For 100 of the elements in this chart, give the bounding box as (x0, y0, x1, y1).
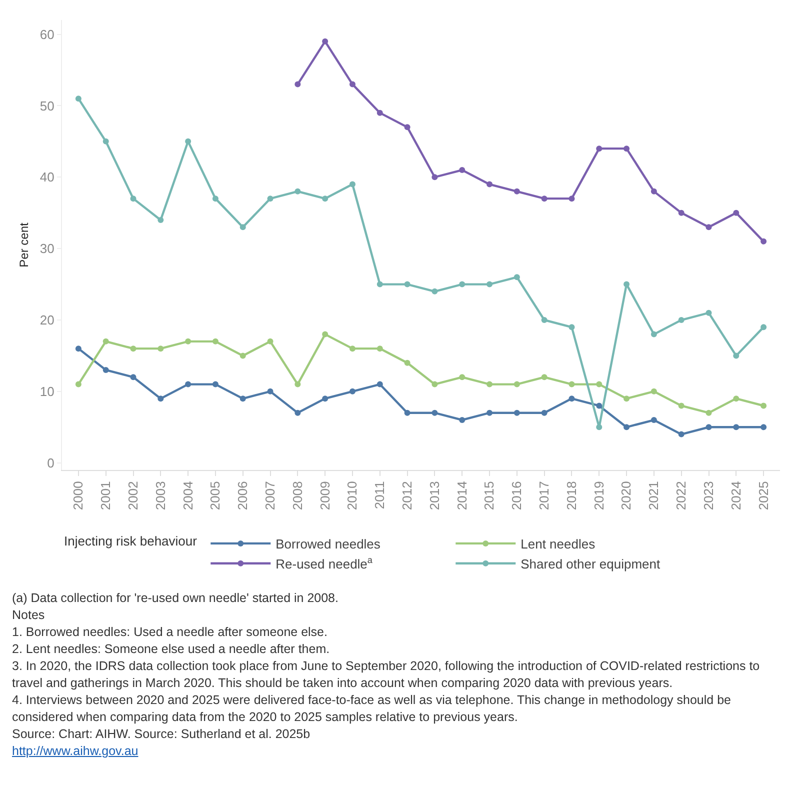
x-tick-label: 2025 (756, 481, 771, 510)
point (75, 96, 82, 102)
point (240, 224, 246, 230)
x-tick-label: 2004 (180, 481, 196, 510)
y-tick-label: 40 (40, 170, 54, 185)
x-tick-label: 2005 (208, 481, 223, 510)
point (267, 196, 274, 202)
legend-label: Shared other equipment (520, 556, 660, 572)
point (568, 381, 575, 388)
point (130, 346, 136, 352)
point (706, 224, 712, 230)
point (650, 188, 657, 194)
y-tick-label: 30 (40, 241, 54, 256)
text: 4. Interviews between 2020 and 2025 were delivered face-to-face as well as via telephone. This change in methodology should be considered when comparing data from the 2020 to 2025 samples relative to previous years. (12, 692, 732, 726)
point (102, 138, 109, 144)
text: http://www.aihw.gov.au (12, 743, 140, 760)
x-tick-label: 2007 (262, 481, 278, 510)
point (760, 238, 767, 244)
text: Notes (12, 607, 46, 624)
x-tick-label: 2012 (400, 481, 415, 510)
x-tick-label: 2021 (646, 481, 662, 510)
x-tick-label: 2003 (152, 481, 168, 510)
point (130, 196, 136, 202)
y-tick-label: 20 (40, 312, 54, 328)
point (376, 110, 383, 116)
y-axis-title: Per cent (17, 222, 31, 268)
point (322, 196, 328, 202)
point (376, 346, 383, 352)
legend-label: Re-used needle$^{a}$ (276, 554, 374, 572)
point (432, 174, 438, 180)
point (130, 374, 136, 380)
point (486, 181, 493, 188)
point (376, 381, 383, 388)
point (404, 360, 410, 366)
legend-label: Borrowed needles (276, 536, 381, 552)
point (706, 424, 712, 430)
x-tick-label: 2001 (98, 481, 114, 510)
point (514, 274, 520, 280)
y-tick-label: 50 (40, 98, 54, 114)
point (459, 167, 466, 173)
point (650, 417, 657, 423)
point (733, 424, 740, 430)
point (158, 346, 164, 352)
y-tick-label: 10 (40, 384, 54, 399)
point (267, 338, 274, 344)
point (432, 381, 438, 388)
point (760, 324, 767, 330)
point (432, 288, 438, 294)
point (514, 410, 520, 416)
point (75, 381, 82, 388)
x-tick-label: 2019 (591, 481, 606, 510)
point (760, 424, 767, 430)
point (650, 331, 657, 338)
point (404, 410, 410, 416)
point (733, 210, 740, 216)
point (459, 417, 466, 423)
point (158, 217, 164, 223)
point (459, 374, 466, 380)
x-tick-label: 2016 (509, 481, 524, 510)
point (596, 424, 602, 430)
x-tick-label: 2010 (344, 481, 360, 510)
point (404, 124, 410, 130)
x-tick-label: 2008 (290, 481, 305, 510)
point (322, 396, 328, 402)
point (75, 346, 82, 352)
point (541, 374, 548, 380)
x-tick-label: 2014 (454, 481, 470, 510)
x-tick-label: 2024 (728, 481, 744, 510)
point (624, 424, 630, 430)
point (541, 317, 548, 323)
point (596, 381, 602, 388)
point (706, 410, 712, 416)
point (212, 196, 218, 202)
point (678, 431, 684, 438)
point (486, 410, 493, 416)
point (486, 381, 493, 388)
point (294, 381, 301, 388)
x-tick-label: 2020 (618, 481, 634, 510)
point (733, 396, 740, 402)
point (158, 396, 164, 402)
x-tick-label: 2013 (426, 481, 442, 510)
source-note: Source: Chart: AIHW. Source: Sutherland et al. 2025b (12, 726, 312, 743)
point (541, 410, 548, 416)
point (185, 381, 192, 388)
point (514, 381, 520, 388)
point (733, 352, 740, 359)
point (102, 367, 109, 373)
x-tick-label: 2022 (674, 481, 689, 510)
point (240, 396, 246, 402)
point (624, 146, 630, 152)
point (678, 317, 684, 323)
point (678, 210, 684, 216)
point (624, 281, 630, 288)
point (240, 352, 246, 359)
x-tick-label: 2009 (317, 481, 332, 510)
point (294, 410, 301, 416)
point (568, 324, 575, 330)
text: 2. Lent needles: Someone else used a needle after them. (12, 641, 331, 658)
point (404, 281, 410, 288)
point (706, 310, 712, 316)
